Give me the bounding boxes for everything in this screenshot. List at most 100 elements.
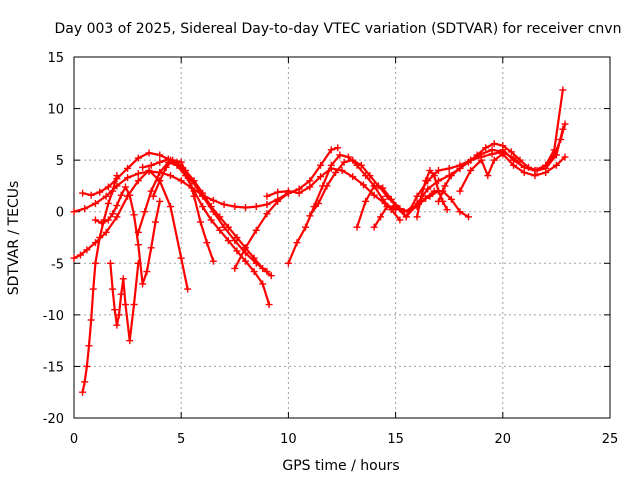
data-point — [252, 203, 260, 211]
data-point — [145, 167, 153, 175]
data-point — [121, 183, 129, 191]
series-arc-1 — [70, 166, 192, 293]
data-point — [98, 219, 106, 227]
data-point — [134, 154, 142, 162]
data-point — [250, 254, 258, 262]
data-point — [149, 192, 157, 200]
data-point — [156, 197, 164, 205]
data-point — [516, 156, 524, 164]
series-line — [72, 169, 189, 291]
data-point — [417, 192, 425, 200]
x-tick-label: 25 — [602, 432, 619, 447]
series-arc-8 — [139, 155, 275, 280]
data-point — [233, 247, 241, 255]
data-point — [383, 203, 391, 211]
data-point — [126, 337, 134, 345]
data-point — [134, 170, 142, 178]
data-point — [379, 184, 387, 192]
data-point — [196, 218, 204, 226]
data-point — [482, 144, 490, 152]
series-arc-9 — [149, 156, 217, 265]
data-point — [147, 187, 155, 195]
y-tick-label: 10 — [47, 103, 64, 118]
data-point — [117, 290, 125, 298]
data-point — [447, 195, 455, 203]
data-point — [96, 234, 104, 241]
data-point — [242, 257, 250, 265]
data-point — [109, 210, 117, 218]
data-point — [70, 254, 78, 262]
plot-frame — [73, 56, 611, 419]
data-point — [79, 388, 87, 396]
data-point — [233, 234, 241, 241]
data-point — [184, 172, 192, 180]
data-point — [177, 177, 185, 185]
data-point — [81, 378, 89, 386]
data-point — [209, 196, 217, 204]
data-point — [317, 173, 325, 181]
data-point — [224, 237, 232, 245]
data-point — [344, 153, 352, 161]
series-arc-5 — [91, 183, 164, 288]
x-tick-label: 15 — [387, 432, 404, 447]
data-point — [317, 161, 325, 169]
data-point — [456, 164, 464, 172]
series-arc-18 — [434, 86, 567, 205]
data-point — [550, 151, 558, 159]
data-point — [147, 244, 155, 252]
data-point — [424, 185, 432, 193]
data-point — [340, 158, 348, 166]
data-point — [134, 241, 142, 249]
data-point — [306, 183, 314, 191]
data-point — [445, 164, 453, 172]
data-point — [166, 172, 174, 180]
data-point — [164, 155, 172, 163]
data-point — [89, 285, 97, 293]
data-point — [134, 177, 142, 185]
data-point — [250, 268, 258, 276]
data-point — [349, 173, 357, 181]
data-point — [231, 203, 239, 211]
data-point — [231, 264, 239, 272]
data-point — [443, 206, 451, 214]
y-tick-label: -10 — [43, 309, 64, 324]
data-point — [484, 172, 492, 180]
axis-ticks — [73, 56, 611, 419]
data-point — [242, 204, 250, 212]
data-point — [166, 203, 174, 211]
data-point — [422, 194, 430, 202]
data-point — [111, 306, 119, 314]
data-point — [284, 187, 292, 195]
data-point — [104, 183, 112, 191]
data-point — [203, 239, 211, 247]
data-point — [91, 199, 99, 207]
data-point — [370, 182, 378, 190]
data-point — [224, 223, 232, 231]
data-point — [430, 172, 438, 180]
data-point — [76, 251, 84, 259]
x-tick-label: 5 — [177, 432, 185, 447]
data-point — [130, 211, 138, 219]
data-point — [79, 189, 87, 197]
data-point — [473, 151, 481, 159]
data-point — [338, 166, 346, 174]
data-point — [151, 218, 159, 226]
data-point — [552, 161, 560, 169]
chart-title: Day 003 of 2025, Sidereal Day-to-day VTE… — [55, 21, 622, 37]
data-point — [104, 199, 112, 207]
data-point — [392, 203, 400, 211]
data-point — [467, 166, 475, 174]
data-point — [336, 151, 344, 159]
data-point — [357, 161, 365, 169]
data-point — [520, 163, 528, 171]
data-point — [422, 177, 430, 185]
data-point — [559, 86, 567, 94]
y-tick-labels: -20 -15 -10 -5 0 5 10 15 — [43, 51, 64, 427]
data-point — [177, 158, 185, 166]
data-point — [370, 191, 378, 199]
data-point — [332, 169, 340, 177]
data-point — [87, 316, 95, 324]
data-point — [274, 197, 282, 205]
data-point — [139, 163, 147, 171]
data-point — [370, 223, 378, 231]
